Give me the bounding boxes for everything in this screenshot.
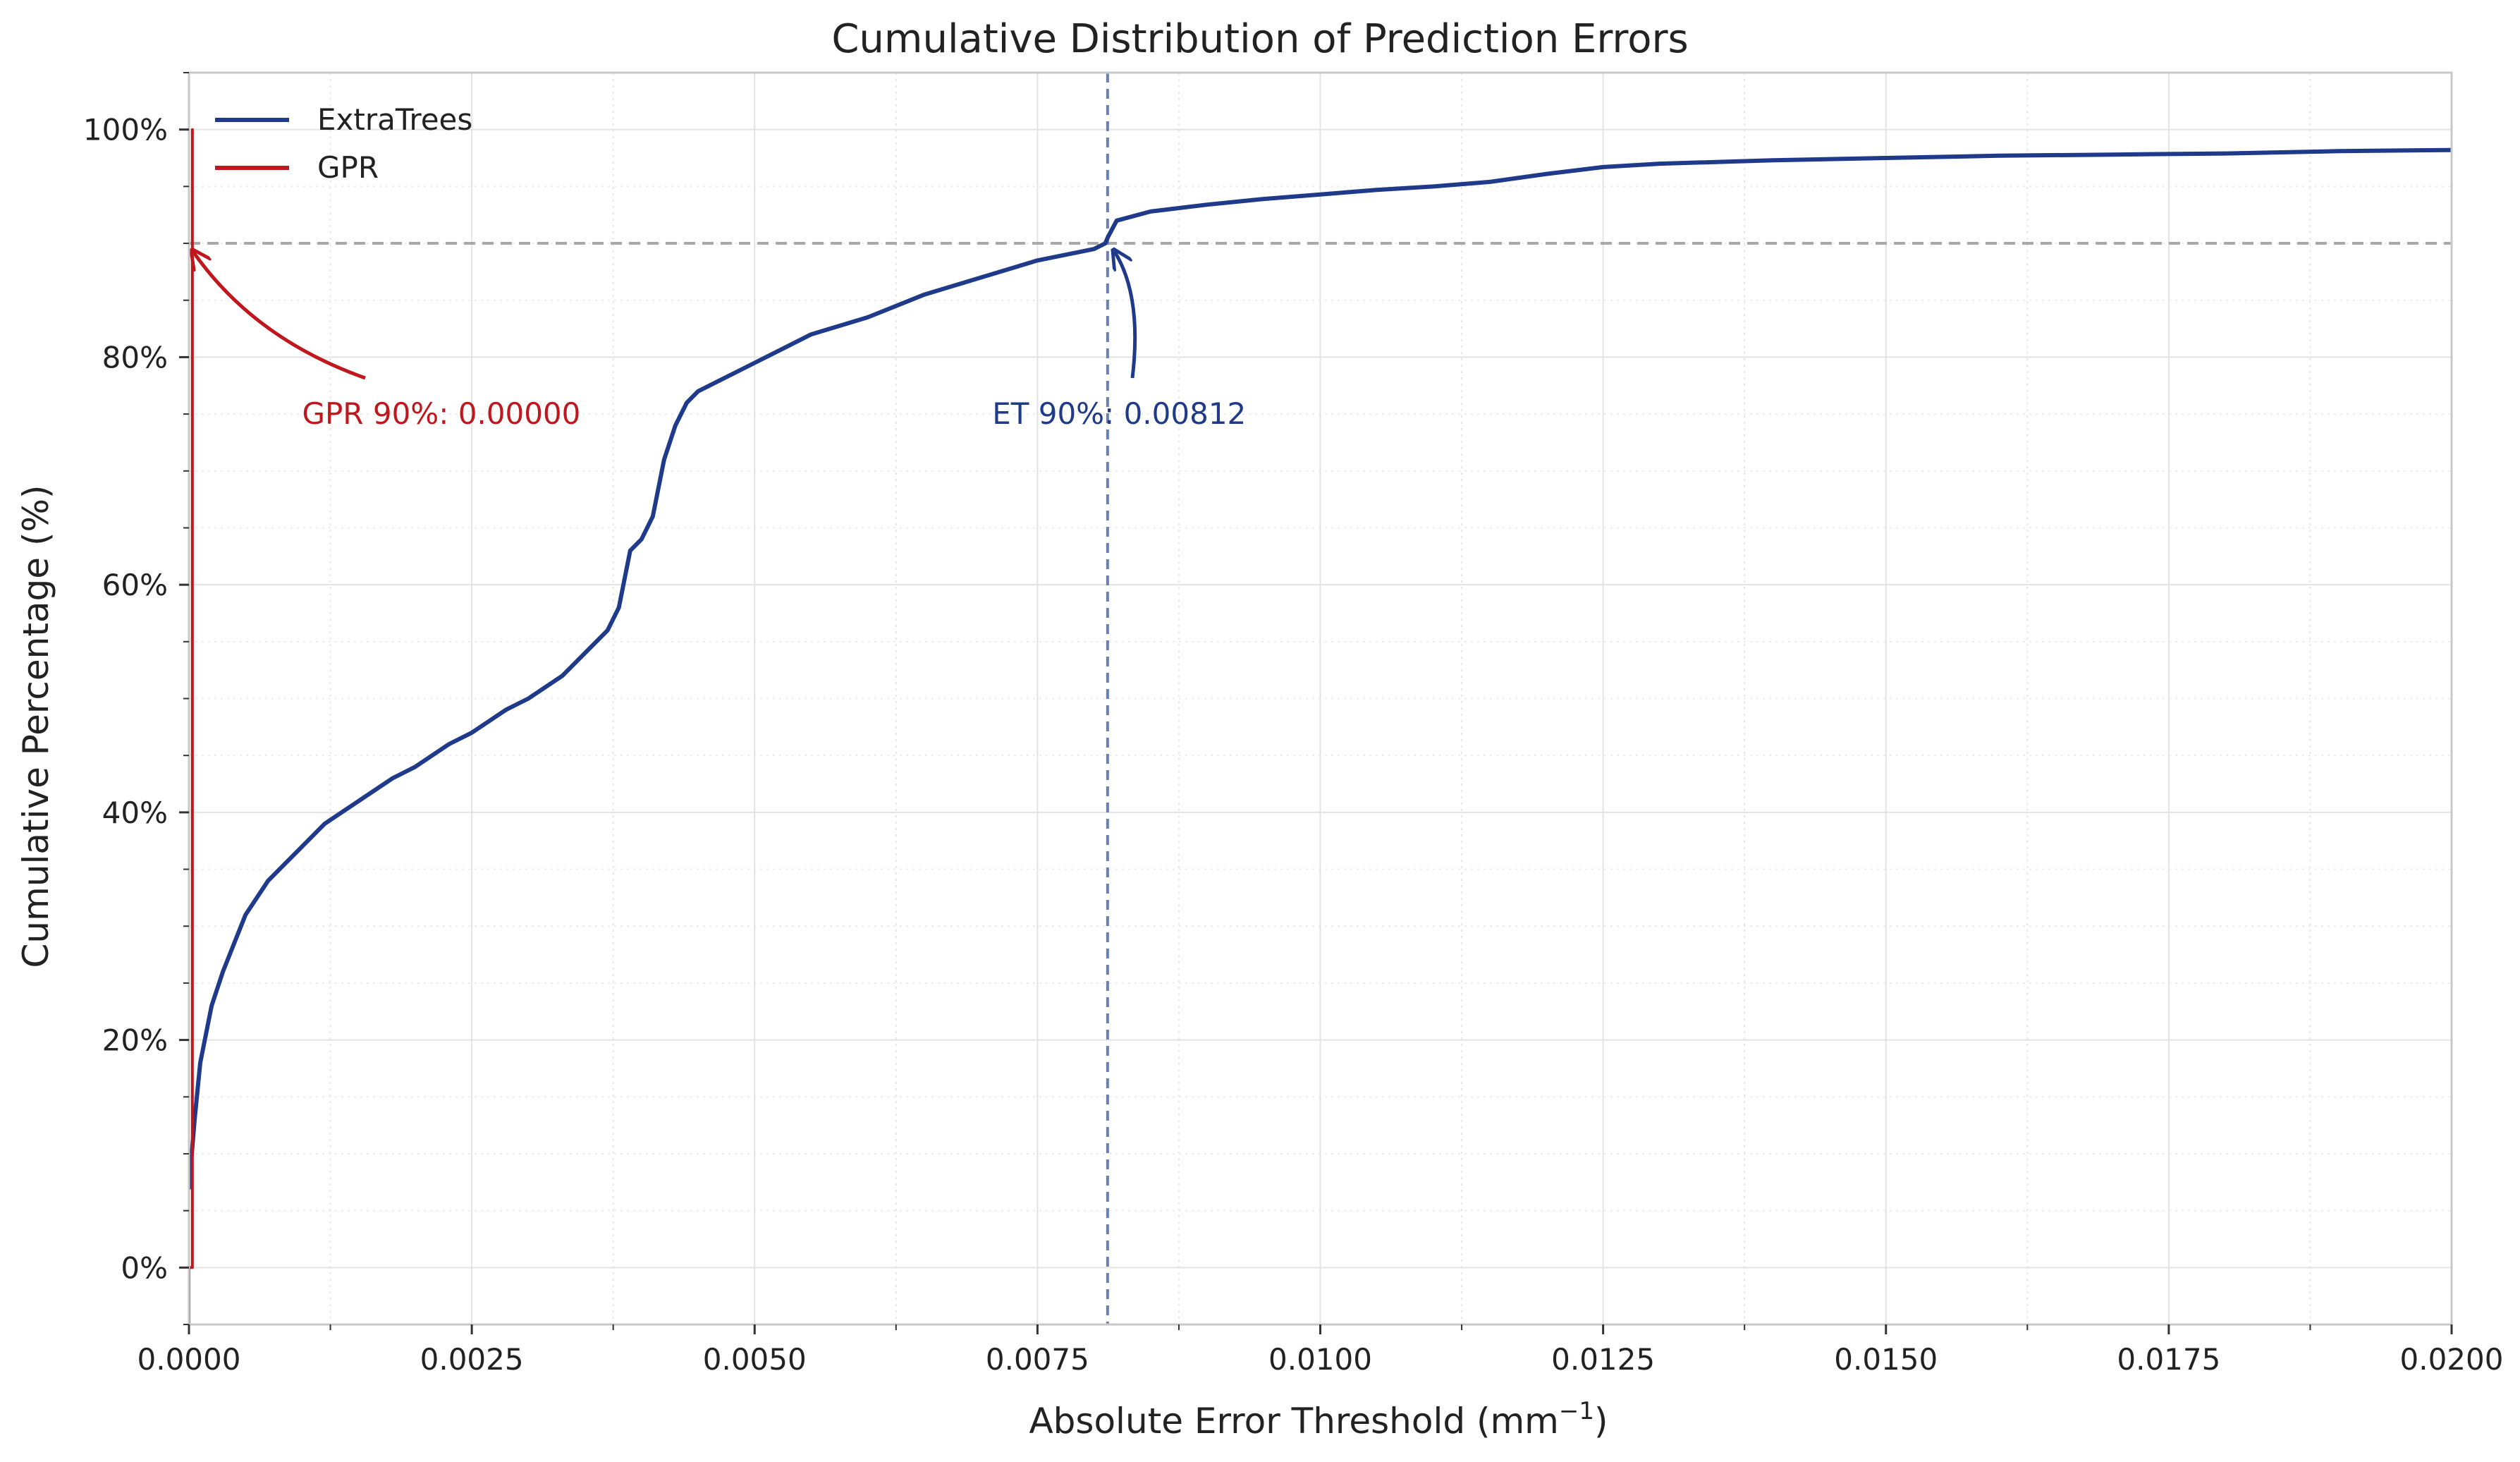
x-tick-label: 0.0200 bbox=[2400, 1342, 2504, 1377]
x-tick-label: 0.0125 bbox=[1551, 1342, 1655, 1377]
y-axis: 0% 20% 40% 60% 80% 100% bbox=[83, 72, 189, 1325]
x-tick-label: 0.0025 bbox=[420, 1342, 524, 1377]
y-tick-label: 0% bbox=[121, 1250, 168, 1285]
x-axis: 0.0000 0.0025 0.0050 0.0075 0.0100 0.0125 0.01… bbox=[137, 1324, 2504, 1377]
annotations: GPR 90%: 0.00000 ET 90%: 0.00812 bbox=[193, 252, 1246, 431]
legend-label-gpr: GPR bbox=[317, 150, 379, 185]
x-tick-label: 0.0175 bbox=[2117, 1342, 2220, 1377]
annotation-label-1: ET 90%: 0.00812 bbox=[992, 396, 1246, 431]
y-tick-label: 100% bbox=[83, 113, 168, 147]
chart-title: Cumulative Distribution of Prediction Er… bbox=[831, 16, 1688, 62]
x-axis-label-main: Absolute Error Threshold (mm bbox=[1029, 1401, 1558, 1442]
series-lines bbox=[189, 128, 2452, 1324]
annotation-arrow-0 bbox=[193, 252, 366, 380]
series-line-extratrees bbox=[189, 147, 2452, 1190]
y-tick-label: 40% bbox=[102, 796, 168, 830]
x-axis-label-close: ) bbox=[1594, 1401, 1608, 1442]
x-tick-label: 0.0000 bbox=[137, 1342, 241, 1377]
annotation-arrow-1 bbox=[1115, 252, 1137, 379]
x-tick-label: 0.0075 bbox=[986, 1342, 1089, 1377]
y-tick-label: 80% bbox=[102, 340, 168, 374]
x-tick-label: 0.0050 bbox=[703, 1342, 807, 1377]
x-tick-label: 0.0150 bbox=[1834, 1342, 1938, 1377]
x-axis-label-sup: −1 bbox=[1559, 1397, 1594, 1425]
legend: ExtraTrees GPR bbox=[215, 102, 472, 185]
y-tick-label: 60% bbox=[102, 568, 168, 602]
reference-lines bbox=[189, 73, 2452, 1324]
series-line-gpr bbox=[189, 128, 194, 1324]
y-tick-label: 20% bbox=[102, 1023, 168, 1058]
y-axis-label: Cumulative Percentage (%) bbox=[16, 485, 56, 968]
x-tick-label: 0.0100 bbox=[1268, 1342, 1372, 1377]
annotation-label-0: GPR 90%: 0.00000 bbox=[302, 396, 580, 431]
legend-label-extratrees: ExtraTrees bbox=[317, 102, 472, 137]
x-axis-label: Absolute Error Threshold (mm−1) bbox=[1029, 1397, 1608, 1442]
